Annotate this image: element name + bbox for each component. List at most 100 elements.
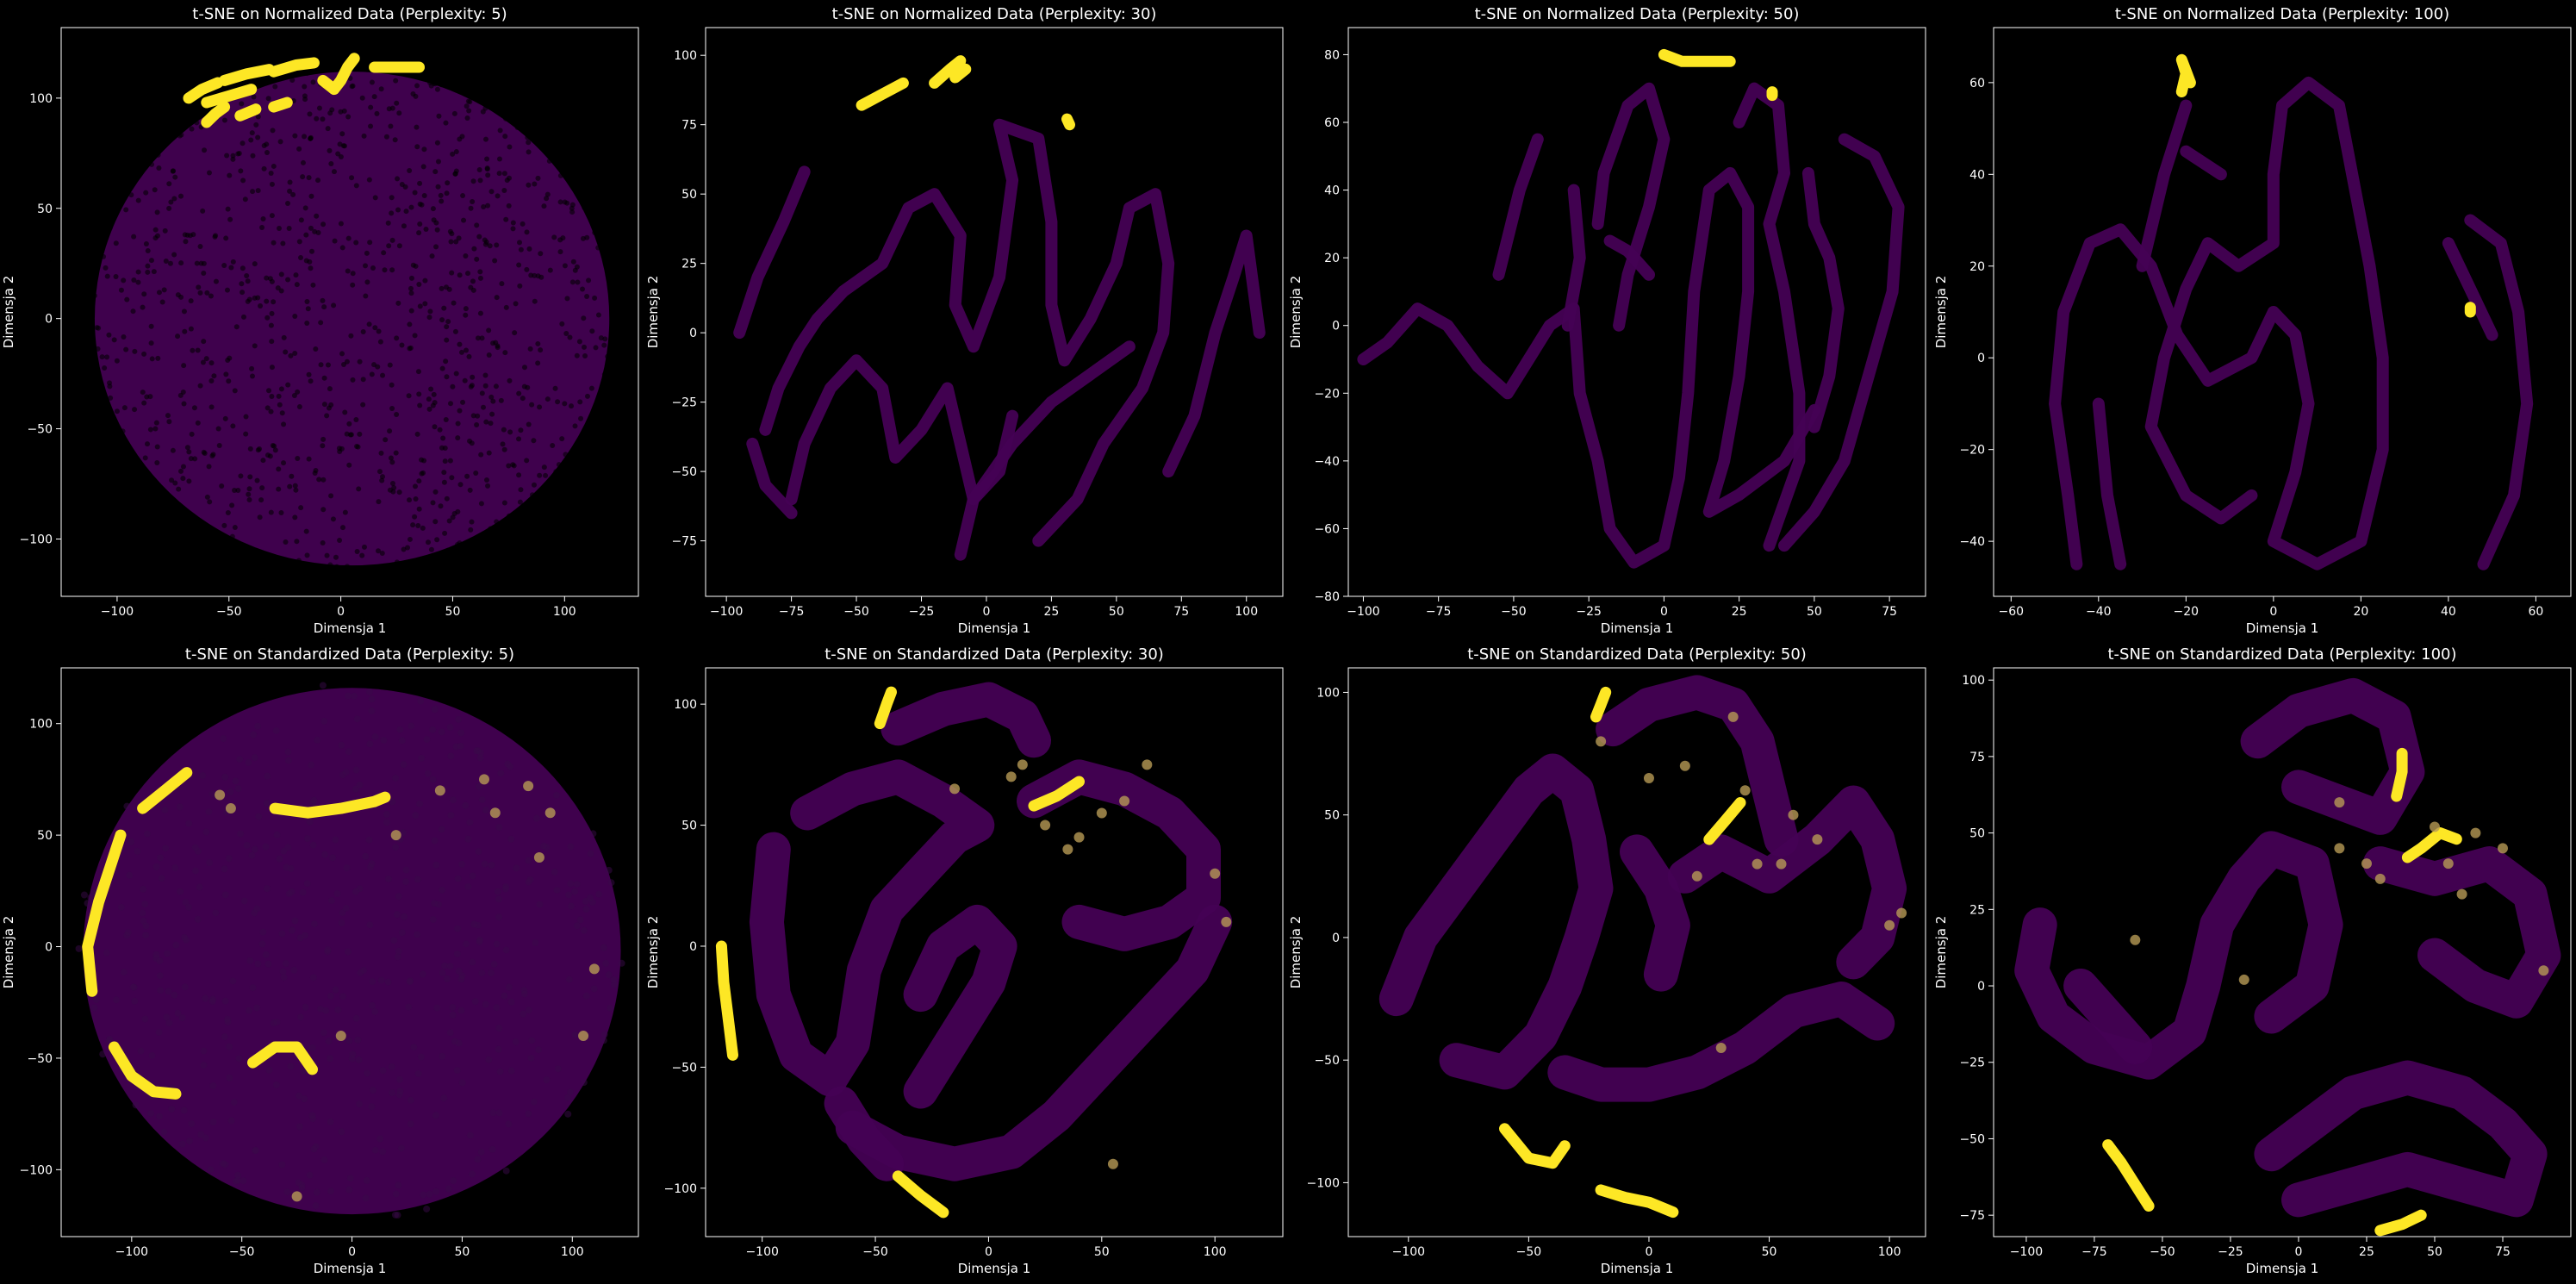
point-gap: [427, 309, 433, 315]
point-gap: [264, 772, 271, 780]
point-gap: [439, 886, 446, 894]
point-gap: [327, 147, 333, 153]
point-gap: [478, 969, 486, 977]
point-gap: [275, 285, 281, 291]
point-gap: [309, 974, 317, 982]
point-gap: [537, 472, 543, 478]
point-gap: [369, 79, 375, 85]
point-gap: [95, 346, 101, 352]
point-gap: [329, 854, 337, 862]
point-gap: [314, 736, 321, 744]
point-gap: [567, 880, 575, 888]
point-gap: [342, 904, 350, 912]
point-gap: [255, 813, 263, 820]
point-gap: [506, 203, 512, 209]
point-gap: [426, 406, 432, 412]
point-gap: [184, 445, 190, 451]
point-gap: [470, 374, 476, 380]
point-gap: [408, 285, 414, 291]
point-gap: [497, 128, 503, 134]
mixed-point: [215, 789, 226, 801]
point-gap: [490, 960, 498, 968]
point-gap: [230, 1099, 238, 1106]
point-gap: [306, 175, 312, 181]
point-gap: [453, 239, 459, 245]
point-gap: [188, 298, 194, 304]
point-gap: [457, 341, 463, 347]
y-tick-label: 60: [1969, 77, 1985, 90]
point-gap: [281, 460, 287, 466]
point-gap: [383, 811, 390, 819]
point-gap: [278, 386, 284, 392]
point-gap: [314, 115, 320, 122]
point-gap: [571, 888, 579, 895]
point-gap: [206, 464, 212, 470]
point-gap: [338, 109, 344, 115]
point-gap: [339, 993, 347, 1000]
point-gap: [132, 348, 138, 354]
point-gap: [383, 134, 389, 140]
point-gap: [488, 421, 494, 427]
panel-title: t-SNE on Normalized Data (Perplexity: 50…: [1475, 5, 1800, 23]
point-gap: [221, 1033, 228, 1041]
point-gap: [592, 295, 598, 301]
point-gap: [344, 358, 350, 365]
point-gap: [225, 855, 233, 863]
x-tick-label: −50: [1516, 1245, 1542, 1259]
x-tick-label: −100: [101, 605, 134, 619]
y-tick-label: 0: [45, 941, 53, 955]
point-gap: [408, 722, 415, 730]
y-tick-label: 50: [1324, 809, 1340, 823]
class-0-cluster: [1801, 166, 1845, 433]
point-gap: [227, 216, 233, 222]
point-gap: [455, 435, 461, 441]
point-gap: [552, 791, 560, 799]
point-gap: [503, 115, 509, 122]
class-0-cluster: [2049, 76, 2389, 570]
point-gap: [425, 539, 431, 545]
point-gap: [457, 860, 465, 868]
point-gap: [348, 1055, 356, 1063]
point-gap: [386, 243, 392, 249]
class-0-cluster: [759, 118, 1175, 547]
point-gap: [163, 1013, 171, 1021]
point-gap: [360, 328, 366, 334]
point-gap: [490, 340, 496, 346]
point-gap: [192, 456, 198, 462]
point-gap: [475, 335, 481, 341]
x-tick-label: −100: [1392, 1245, 1425, 1259]
x-tick-label: 50: [445, 605, 461, 619]
point-gap: [495, 895, 502, 903]
point-gap: [166, 205, 172, 211]
point-gap: [577, 399, 583, 405]
point-gap: [457, 272, 463, 278]
point-gap: [156, 290, 162, 296]
point-gap: [298, 505, 304, 511]
point-gap: [322, 1007, 330, 1014]
point-gap: [449, 1011, 457, 1019]
point-gap: [416, 506, 422, 512]
x-tick-label: −100: [2010, 1245, 2043, 1259]
point-gap: [563, 330, 569, 336]
point-gap: [201, 339, 207, 345]
point-gap: [209, 453, 215, 459]
class-1-cluster: [1658, 48, 1736, 67]
point-gap: [502, 946, 510, 954]
point-gap: [178, 1014, 186, 1022]
point-gap: [477, 269, 483, 275]
point-gap: [140, 390, 146, 396]
point-gap: [313, 467, 319, 473]
point-gap: [460, 399, 466, 405]
point-gap: [285, 277, 291, 283]
point-gap: [196, 284, 202, 290]
point-gap: [516, 436, 522, 442]
point-gap: [321, 304, 327, 310]
point-gap: [227, 1117, 235, 1125]
point-gap: [495, 1045, 502, 1053]
y-tick-label: −50: [1959, 1132, 1985, 1146]
y-tick-label: −50: [671, 465, 697, 479]
point-gap: [245, 759, 252, 767]
point-gap: [394, 559, 400, 565]
point-gap: [337, 538, 343, 544]
